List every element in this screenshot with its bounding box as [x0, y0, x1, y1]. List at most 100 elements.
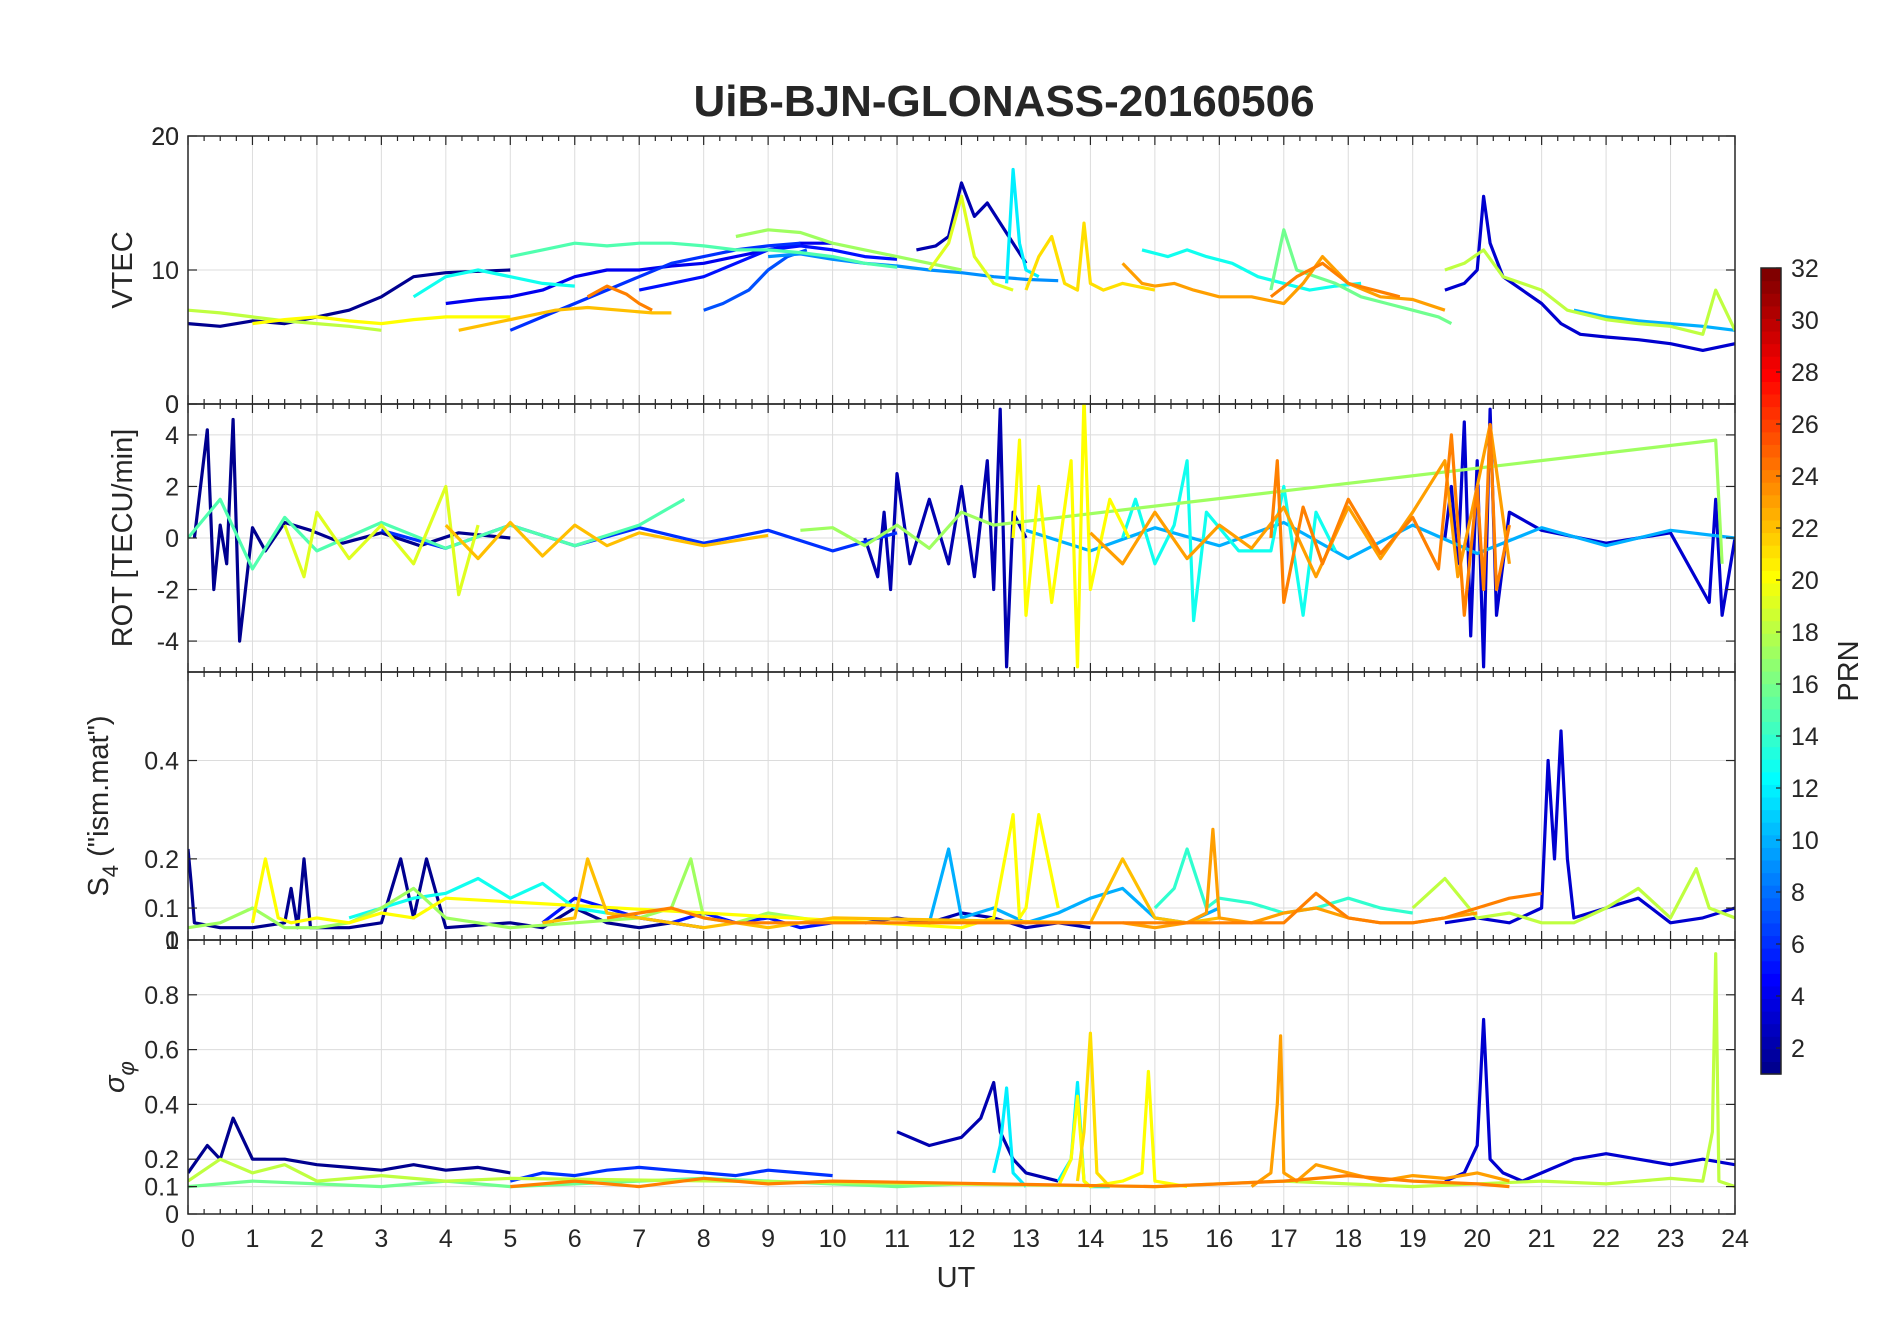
- vtec-series-prn21: [1024, 221, 1156, 292]
- x-tick-label: 8: [697, 1225, 711, 1253]
- colorbar-segment: [1761, 834, 1781, 848]
- rot-series-group: [188, 404, 1735, 669]
- colorbar-segment: [1761, 305, 1781, 319]
- s4-series-prn3: [1444, 729, 1735, 925]
- colorbar-tick-label: 4: [1791, 983, 1805, 1011]
- colorbar-segment: [1761, 910, 1781, 924]
- colorbar-segment: [1761, 456, 1781, 471]
- sigma-y-tick-label: 1: [165, 927, 179, 955]
- colorbar-segment: [1761, 406, 1781, 420]
- colorbar-segment: [1761, 847, 1781, 861]
- s4-series-prn20: [250, 813, 1060, 930]
- colorbar-segment: [1761, 671, 1781, 685]
- x-tick-label: 16: [1205, 1225, 1233, 1253]
- colorbar-segment: [1761, 796, 1781, 811]
- rot-y-tick-label: 4: [165, 422, 179, 450]
- vtec-series-prn19: [928, 194, 1014, 292]
- sigma-axes-frame: [187, 939, 1736, 1215]
- vtec-y-tick-label: 0: [165, 391, 179, 419]
- colorbar-segment: [1761, 645, 1781, 659]
- colorbar-segment: [1761, 557, 1781, 571]
- colorbar-segment: [1761, 633, 1781, 647]
- colorbar-segment: [1761, 268, 1781, 282]
- x-tick-label: 6: [568, 1225, 582, 1253]
- vtec-series-prn13: [412, 268, 575, 299]
- rot-top-tick-label: 0: [165, 391, 179, 419]
- vtec-series-prn20: [252, 315, 511, 326]
- colorbar-tick-label: 30: [1791, 307, 1819, 335]
- x-tick-label: 11: [884, 1225, 910, 1253]
- rot-series-prn24: [1269, 423, 1511, 617]
- colorbar-tick-label: 2: [1791, 1035, 1805, 1063]
- colorbar-segment: [1761, 683, 1781, 697]
- x-tick-label: 14: [1077, 1225, 1105, 1253]
- vtec-y-axis-label: VTEC: [107, 231, 139, 308]
- colorbar-label: PRN: [1833, 640, 1865, 701]
- sigma-series-group: [188, 952, 1735, 1189]
- sigma-y-tick-label: 0.6: [144, 1037, 179, 1065]
- colorbar-segment: [1761, 746, 1781, 760]
- sigma-series-prn12: [992, 1086, 1028, 1188]
- colorbar-segment: [1761, 356, 1781, 370]
- x-tick-label: 18: [1334, 1225, 1362, 1253]
- vtec-y-tick-label: 20: [151, 123, 179, 151]
- s4-bottom-tick-label: 0: [165, 927, 179, 955]
- vtec-series-prn24: [586, 284, 653, 312]
- sigma-y-tick-label: 0.2: [144, 1146, 179, 1174]
- colorbar-segment: [1761, 444, 1781, 458]
- sigma-y-axis-label: σφ: [99, 1061, 139, 1093]
- colorbar-tick-label: 24: [1791, 463, 1819, 491]
- colorbar-segment: [1761, 381, 1781, 395]
- vtec-series-prn17: [735, 228, 962, 272]
- s4-series-prn22: [542, 857, 1220, 930]
- sigma-series-prn24: [510, 1174, 1510, 1189]
- colorbar-segment: [1761, 948, 1781, 962]
- colorbar-tick-label: 32: [1791, 255, 1819, 283]
- panel-s4: 0.1 0.2 0.4 10 S4 ("ism.mat"): [83, 671, 1736, 955]
- s4-bottom-tick-label: 1: [165, 927, 179, 955]
- colorbar-segment: [1761, 771, 1781, 785]
- colorbar-segment: [1761, 343, 1781, 357]
- vtec-series-prn3: [1444, 194, 1735, 352]
- colorbar-segment: [1761, 935, 1781, 949]
- colorbar-tick-label: 14: [1791, 723, 1819, 751]
- rot-series-prn22: [444, 520, 769, 561]
- x-tick-label: 13: [1012, 1225, 1040, 1253]
- x-axis-label: UT: [937, 1262, 976, 1294]
- chart-title: UiB-BJN-GLONASS-20160506: [693, 77, 1314, 126]
- colorbar-tick-label: 28: [1791, 359, 1819, 387]
- colorbar-segment: [1761, 318, 1781, 332]
- colorbar-segment: [1761, 822, 1781, 836]
- colorbar-segment: [1761, 872, 1781, 886]
- rot-series-prn20: [1011, 404, 1131, 669]
- vtec-series-prn16: [1269, 228, 1453, 326]
- x-tick-label: 2: [310, 1225, 324, 1253]
- colorbar-segment: [1761, 922, 1781, 937]
- vtec-series-prn15: [509, 241, 898, 269]
- vtec-series-prn1: [188, 268, 511, 328]
- s4-y-tick-label: 0.2: [144, 846, 179, 874]
- colorbar-tick-label: 18: [1791, 619, 1819, 647]
- s4-series-group: [188, 729, 1735, 930]
- x-tick-label: 3: [374, 1225, 388, 1253]
- colorbar-segment: [1761, 885, 1781, 899]
- rot-y-axis-label: ROT [TECU/min]: [107, 429, 139, 648]
- colorbar-segment: [1761, 708, 1781, 722]
- colorbar-segment: [1761, 784, 1781, 798]
- colorbar-segment: [1761, 973, 1781, 987]
- vtec-series-prn13: [1141, 248, 1362, 292]
- vtec-series-prn10: [1573, 308, 1735, 332]
- sigma-y-tick-label: 0.1: [144, 1174, 179, 1202]
- x-tick-label: 20: [1463, 1225, 1491, 1253]
- sigma-series-prn23: [1250, 1034, 1510, 1188]
- colorbar-segment: [1761, 897, 1781, 911]
- x-tick-label: 7: [632, 1225, 646, 1253]
- colorbar-segment: [1761, 469, 1781, 483]
- s4-series-prn13: [348, 876, 640, 920]
- sigma-y-tick-label: 0.4: [144, 1091, 179, 1119]
- colorbar-segment: [1761, 570, 1781, 584]
